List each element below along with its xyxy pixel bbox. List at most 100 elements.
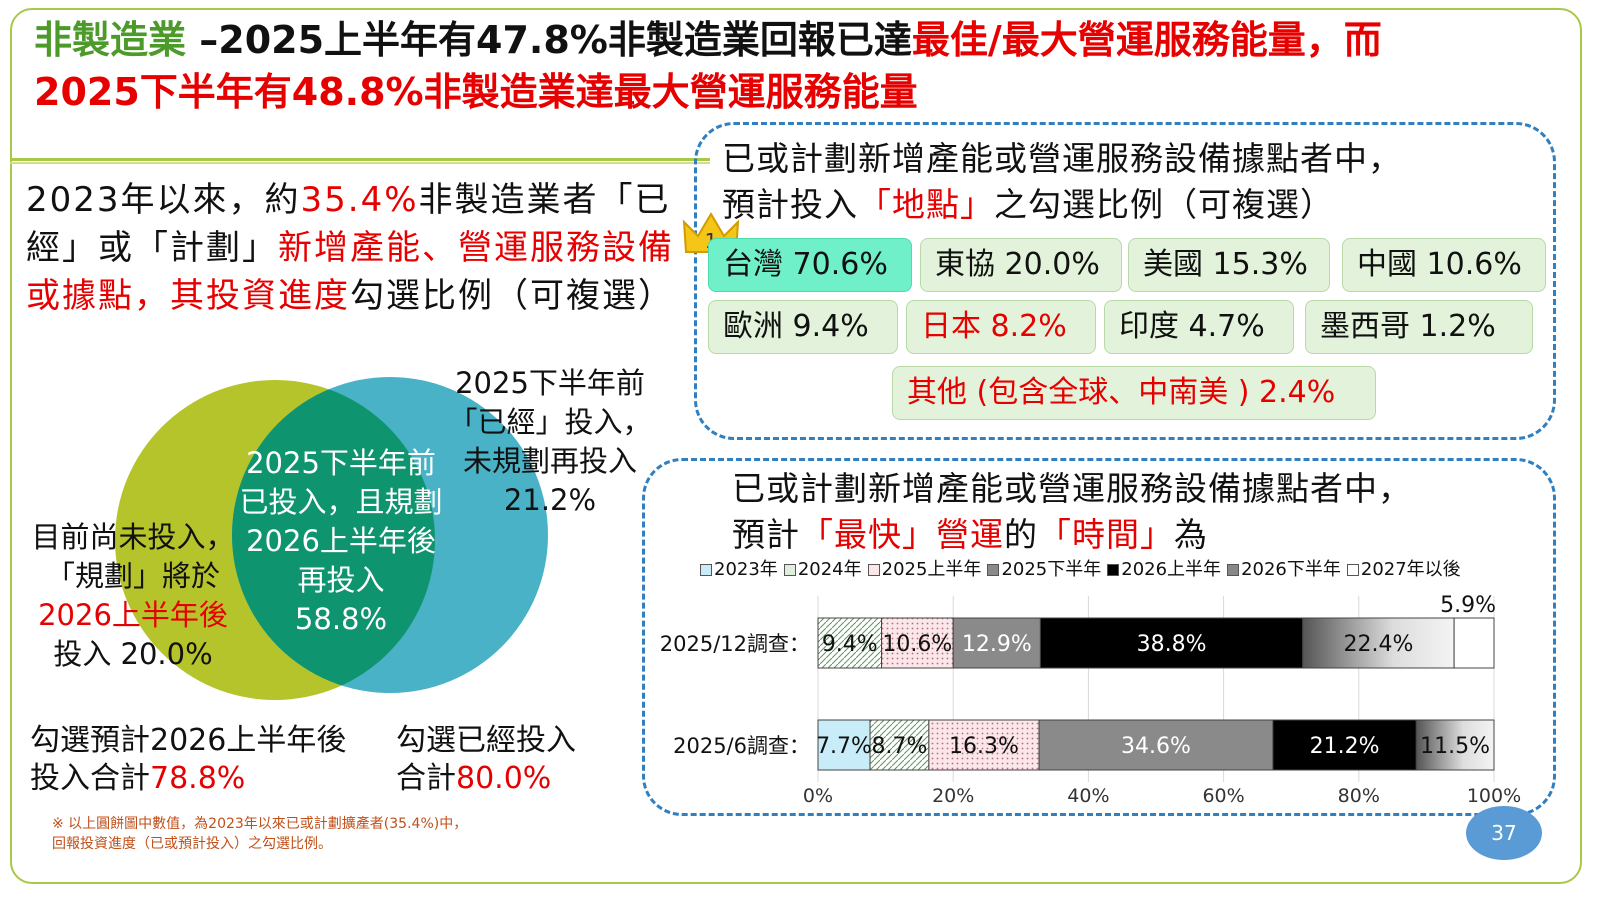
venn-center-3: 2026上半年後 (246, 524, 436, 558)
chart-legend: 2023年 2024年 2025上半年 2025下半年 2026上半年 2026下半年 20… (700, 558, 1467, 582)
time-title-1: 已或計劃新增產能或營運服務設備據點者中， (732, 469, 1412, 508)
footnote-line1: ※ 以上圓餅圖中數值，為2023年以來已或計劃擴產者(35.4%)中， (52, 816, 468, 832)
location-pill-other: 其他 (包含全球、中南美 ) 2.4% (892, 366, 1376, 420)
bar-segment (1302, 617, 1455, 669)
venn-overlap (232, 380, 435, 693)
x-tick-label: 60% (1202, 785, 1244, 807)
left-text-c: 非製造業者「已經」或「計劃」 (26, 180, 671, 268)
bar-data-label: 38.8% (1137, 632, 1207, 657)
legend-label: 2024年 (797, 559, 862, 580)
venn-center-2: 已投入，且規劃 (239, 485, 443, 519)
title-part1: 2025上半年有47.8%非製造業回報已達 (218, 18, 912, 62)
bar-data-label: 22.4% (1343, 632, 1413, 657)
title-dash: – (199, 18, 219, 62)
footnote: ※ 以上圓餅圖中數值，為2023年以來已或計劃擴產者(35.4%)中， 回報投資… (52, 814, 467, 854)
category-label: 2025/6調查： (673, 734, 810, 758)
x-tick-label: 80% (1338, 785, 1380, 807)
legend-label: 2027年以後 (1360, 559, 1461, 580)
legend-label: 2023年 (714, 559, 778, 580)
stacked-bar-chart: 9.4% 10.6% 12.9% 38.8% 22.4% 5.9% 7.7% 8.7% 16.3… (660, 593, 1521, 807)
time-title-2b: 「最快」營運 (800, 515, 1004, 554)
chart-labels: 9.4% 10.6% 12.9% 38.8% 22.4% 5.9% 7.7% 8.7% 16.3… (816, 593, 1496, 759)
location-title-2c: 之勾選比例（可複選） (994, 185, 1334, 224)
bottom-left-a: 勾選預計2026上半年後 (30, 723, 347, 758)
legend-swatch (987, 564, 1000, 576)
location-pill-mexico: 墨西哥 1.2% (1305, 300, 1533, 354)
venn-right-3: 未規劃再投入 (462, 444, 637, 478)
location-pill-india: 印度 4.7% (1104, 300, 1294, 354)
bar-segment (1415, 719, 1495, 771)
venn-center-1: 2025下半年前 (246, 446, 436, 480)
left-text-b: 35.4% (300, 180, 419, 220)
location-pill-china: 中國 10.6% (1342, 238, 1546, 292)
location-pill-asean: 東協 20.0% (920, 238, 1122, 292)
legend-item: 2026下半年 (1227, 559, 1341, 580)
venn-left-label: 目前尚未投入， 「規劃」將於 2026上半年後 投入 20.0% (18, 518, 248, 674)
legend-swatch (783, 564, 796, 576)
venn-diagram (115, 377, 548, 700)
bottom-right-c: 80.0% (456, 761, 552, 796)
title-part2: 最佳/最大營運服務能量 (911, 18, 1306, 62)
venn-center-4: 再投入 (297, 563, 385, 597)
legend-item: 2025下半年 (987, 559, 1101, 580)
slide-title: 非製造業 –2025上半年有47.8%非製造業回報已達最佳/最大營運服務能量，而… (34, 14, 1574, 118)
legend-label: 2025下半年 (1001, 559, 1102, 580)
bottom-left-b: 投入合計 (30, 761, 150, 796)
venn-left-3: 2026上半年後 (38, 598, 228, 632)
time-box-title: 已或計劃新增產能或營運服務設備據點者中， 預計「最快」營運的「時間」為 (732, 466, 1412, 558)
legend-item: 2023年 (700, 559, 778, 580)
location-title-2a: 預計投入 (722, 185, 858, 224)
location-pill-taiwan: 台灣 70.6% (708, 238, 912, 292)
legend-item: 2027年以後 (1346, 559, 1461, 580)
venn-right-label: 2025下半年前 「已經」投入， 未規劃再投入 21.2% (440, 364, 660, 520)
venn-center-label: 2025下半年前 已投入，且規劃 2026上半年後 再投入 58.8% (230, 444, 452, 639)
bar-segment (1039, 617, 1304, 669)
bar-data-label: 16.3% (949, 734, 1019, 759)
bar-segment (817, 719, 871, 771)
legend-item: 2025上半年 (867, 559, 982, 580)
legend-item: 2026上半年 (1107, 559, 1221, 580)
left-text-d: 新增產能、營運服務設備或據點，其投資進度 (26, 228, 674, 316)
bar-data-label: 34.6% (1121, 734, 1191, 759)
time-title-2c: 的 (1004, 515, 1038, 554)
title-line2: 2025下半年有48.8%非製造業達最大營運服務能量 (34, 70, 918, 114)
bottom-left-summary: 勾選預計2026上半年後 投入合計78.8% (30, 722, 346, 798)
legend-label: 2026下半年 (1241, 559, 1341, 580)
bar-data-label: 5.9% (1440, 593, 1496, 618)
venn-left-4: 投入 20.0% (53, 637, 213, 671)
bar-segment (952, 617, 1041, 669)
bottom-right-b: 合計 (396, 761, 456, 796)
location-title-2b: 「地點」 (858, 185, 994, 224)
legend-swatch (1227, 564, 1240, 576)
title-divider (10, 158, 710, 164)
footnote-line2: 回報投資進度（已或預計投入）之勾選比例。 (52, 836, 332, 852)
time-title-2a: 預計 (732, 515, 800, 554)
location-title-1: 已或計劃新增產能或營運服務設備據點者中， (722, 139, 1402, 178)
title-prefix: 非製造業 (34, 18, 187, 62)
legend-swatch (867, 564, 880, 576)
bar-data-label: 10.6% (882, 632, 952, 657)
x-tick-label: 40% (1067, 785, 1109, 807)
venn-right-2: 「已經」投入， (448, 405, 652, 439)
time-title-2d: 「時間」 (1038, 515, 1174, 554)
legend-label: 2025上半年 (881, 559, 982, 580)
legend-swatch (1346, 564, 1359, 576)
bottom-right-summary: 勾選已經投入 合計80.0% (396, 722, 576, 798)
left-text-a: 2023年以來，約 (26, 180, 301, 220)
bar-data-label: 21.2% (1310, 734, 1380, 759)
legend-swatch (700, 564, 712, 576)
category-label: 2025/12調查： (660, 632, 810, 656)
venn-left-2: 「規劃」將於 (45, 559, 220, 593)
left-text-e: 勾選比例（可複選） (350, 276, 674, 316)
left-description: 2023年以來，約35.4%非製造業者「已經」或「計劃」新增產能、營運服務設備或… (26, 176, 686, 320)
time-title-2e: 為 (1174, 515, 1208, 554)
venn-right-1: 2025下半年前 (455, 366, 645, 400)
venn-right-4: 21.2% (503, 483, 597, 517)
location-box-title: 已或計劃新增產能或營運服務設備據點者中， 預計投入「地點」之勾選比例（可複選） (722, 136, 1402, 228)
venn-center-5: 58.8% (294, 602, 388, 636)
location-pill-japan: 日本 8.2% (906, 300, 1096, 354)
chart-x-ticks: 0% 20% 40% 60% 80% 100% (803, 785, 1521, 807)
legend-item: 2024年 (783, 559, 862, 580)
bar-segment (1038, 719, 1274, 771)
location-box (694, 122, 1556, 440)
